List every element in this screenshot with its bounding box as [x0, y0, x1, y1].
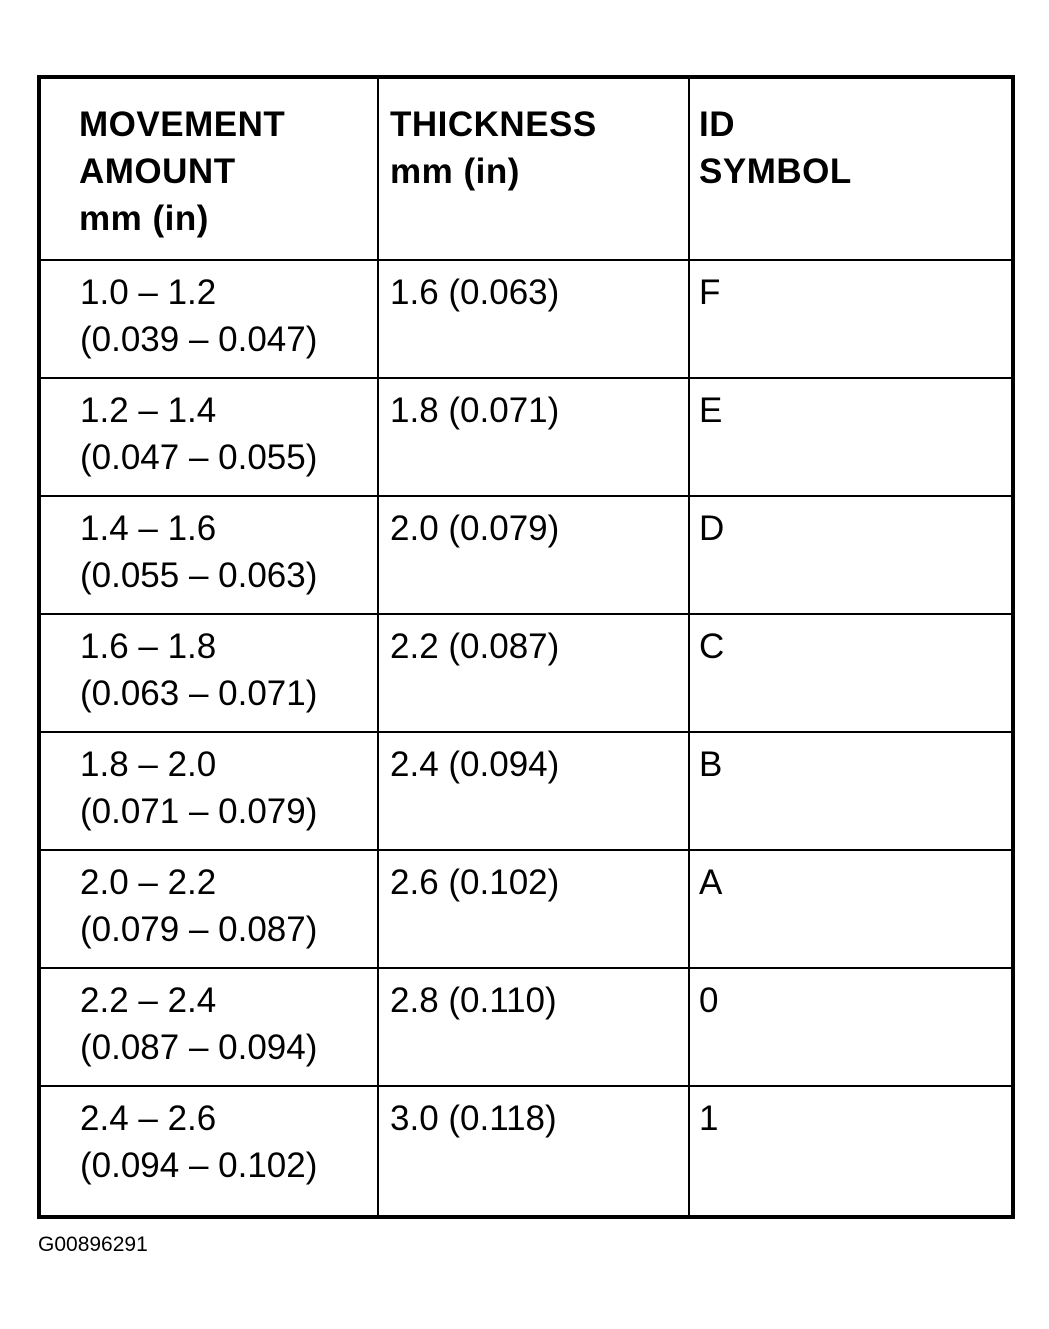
- id-symbol-cell: A: [688, 849, 1014, 969]
- movement-mm: 1.2 – 1.4: [80, 391, 217, 430]
- movement-mm: 1.6 – 1.8: [80, 627, 217, 666]
- table-row: 1.4 – 1.6 (0.055 – 0.063) 2.0 (0.079) D: [38, 495, 1014, 615]
- movement-amount-cell: 2.2 – 2.4 (0.087 – 0.094): [38, 967, 379, 1087]
- header-thickness: THICKNESS mm (in): [377, 76, 690, 261]
- movement-amount-cell: 2.0 – 2.2 (0.079 – 0.087): [38, 849, 379, 969]
- movement-in: (0.047 – 0.055): [80, 438, 318, 477]
- movement-amount-cell: 1.2 – 1.4 (0.047 – 0.055): [38, 377, 379, 497]
- movement-in: (0.079 – 0.087): [80, 910, 318, 949]
- movement-amount-cell: 1.0 – 1.2 (0.039 – 0.047): [38, 259, 379, 379]
- movement-in: (0.039 – 0.047): [80, 320, 318, 359]
- id-symbol-cell: 0: [688, 967, 1014, 1087]
- header-line: AMOUNT: [79, 152, 236, 191]
- thickness-cell: 2.8 (0.110): [377, 967, 690, 1087]
- movement-in: (0.071 – 0.079): [80, 792, 318, 831]
- movement-amount-cell: 1.8 – 2.0 (0.071 – 0.079): [38, 731, 379, 851]
- movement-mm: 1.8 – 2.0: [80, 745, 217, 784]
- shim-selection-table: MOVEMENT AMOUNT mm (in) THICKNESS mm (in…: [37, 75, 1015, 1219]
- table-row: 1.2 – 1.4 (0.047 – 0.055) 1.8 (0.071) E: [38, 377, 1014, 497]
- id-symbol-cell: C: [688, 613, 1014, 733]
- header-movement-amount: MOVEMENT AMOUNT mm (in): [38, 76, 379, 261]
- figure-id: G00896291: [38, 1233, 148, 1256]
- thickness-cell: 2.4 (0.094): [377, 731, 690, 851]
- movement-in: (0.055 – 0.063): [80, 556, 318, 595]
- id-symbol-cell: D: [688, 495, 1014, 615]
- movement-amount-cell: 1.4 – 1.6 (0.055 – 0.063): [38, 495, 379, 615]
- header-line: mm (in): [390, 152, 520, 191]
- movement-in: (0.094 – 0.102): [80, 1146, 318, 1185]
- id-symbol-cell: 1: [688, 1085, 1014, 1218]
- table-row: 2.0 – 2.2 (0.079 – 0.087) 2.6 (0.102) A: [38, 849, 1014, 969]
- thickness-cell: 1.6 (0.063): [377, 259, 690, 379]
- movement-mm: 1.0 – 1.2: [80, 273, 217, 312]
- thickness-cell: 1.8 (0.071): [377, 377, 690, 497]
- thickness-cell: 3.0 (0.118): [377, 1085, 690, 1218]
- header-line: mm (in): [79, 199, 209, 238]
- table-row: 1.8 – 2.0 (0.071 – 0.079) 2.4 (0.094) B: [38, 731, 1014, 851]
- id-symbol-cell: F: [688, 259, 1014, 379]
- movement-amount-cell: 1.6 – 1.8 (0.063 – 0.071): [38, 613, 379, 733]
- movement-in: (0.087 – 0.094): [80, 1028, 318, 1067]
- movement-mm: 2.0 – 2.2: [80, 863, 217, 902]
- header-id-symbol: ID SYMBOL: [688, 76, 1014, 261]
- table-row: 2.2 – 2.4 (0.087 – 0.094) 2.8 (0.110) 0: [38, 967, 1014, 1087]
- header-line: THICKNESS: [390, 105, 597, 144]
- movement-mm: 2.4 – 2.6: [80, 1099, 217, 1138]
- thickness-cell: 2.2 (0.087): [377, 613, 690, 733]
- movement-in: (0.063 – 0.071): [80, 674, 318, 713]
- header-line: SYMBOL: [699, 152, 852, 191]
- id-symbol-cell: B: [688, 731, 1014, 851]
- movement-mm: 2.2 – 2.4: [80, 981, 217, 1020]
- table-row: 2.4 – 2.6 (0.094 – 0.102) 3.0 (0.118) 1: [38, 1085, 1014, 1218]
- header-row: MOVEMENT AMOUNT mm (in) THICKNESS mm (in…: [38, 76, 1014, 261]
- thickness-cell: 2.0 (0.079): [377, 495, 690, 615]
- table-row: 1.0 – 1.2 (0.039 – 0.047) 1.6 (0.063) F: [38, 259, 1014, 379]
- id-symbol-cell: E: [688, 377, 1014, 497]
- thickness-cell: 2.6 (0.102): [377, 849, 690, 969]
- header-line: ID: [699, 105, 735, 144]
- movement-amount-cell: 2.4 – 2.6 (0.094 – 0.102): [38, 1085, 379, 1218]
- table-row: 1.6 – 1.8 (0.063 – 0.071) 2.2 (0.087) C: [38, 613, 1014, 733]
- header-line: MOVEMENT: [79, 105, 286, 144]
- movement-mm: 1.4 – 1.6: [80, 509, 217, 548]
